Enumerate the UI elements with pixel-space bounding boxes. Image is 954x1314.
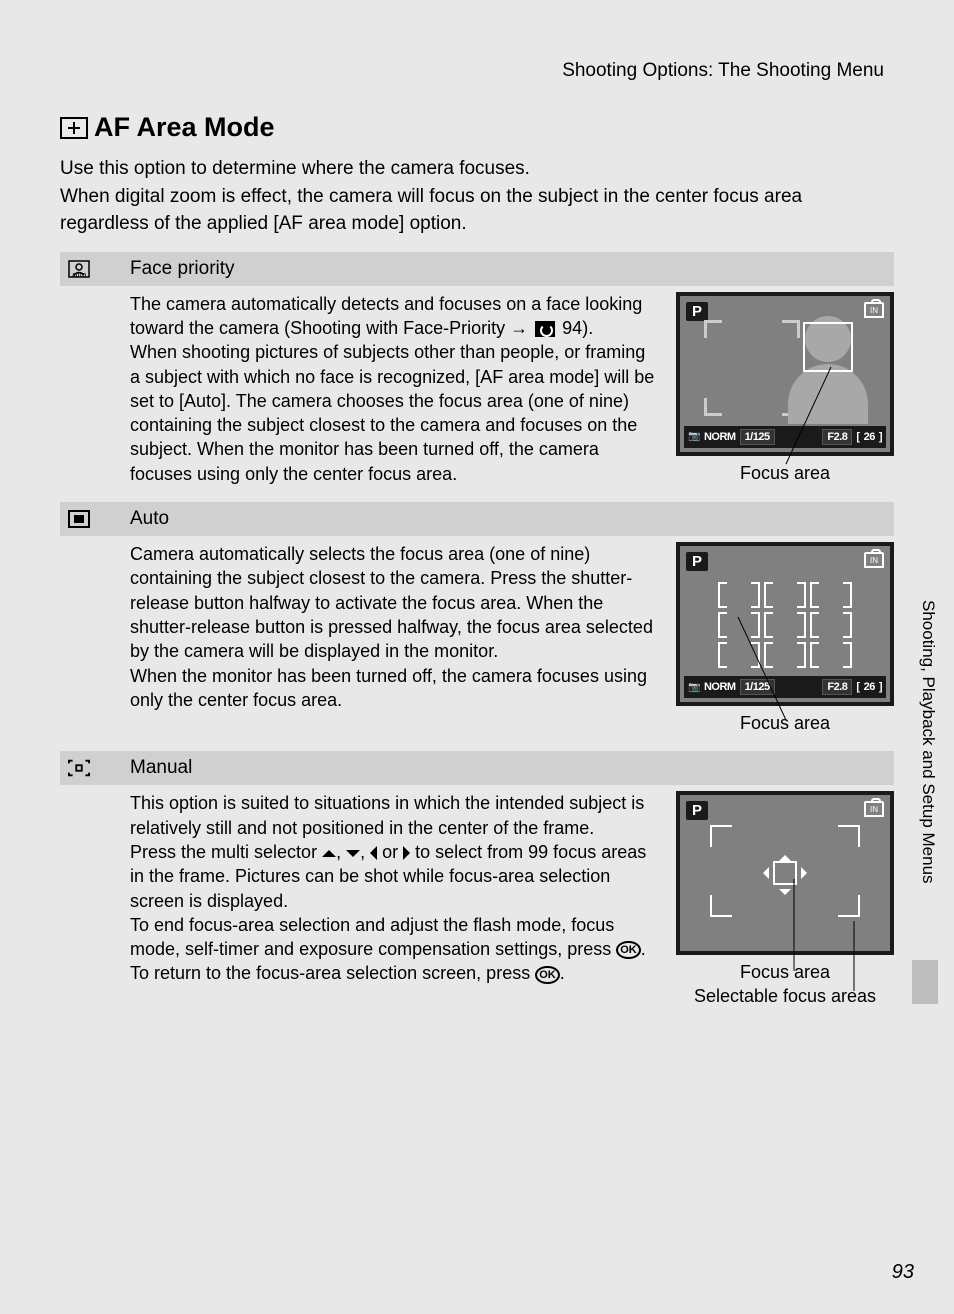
mode-row-face: AUTO Face priority <box>60 252 894 286</box>
shutter-value: 1/125 <box>740 679 775 695</box>
status-bar-auto: 📷 NORM 1/125 F2.8 [ 26 ] <box>684 676 886 698</box>
mode-body-auto: Camera automatically selects the focus a… <box>60 542 894 735</box>
af-area-icon <box>60 117 88 139</box>
count-value: 26 <box>864 681 875 693</box>
caption-manual: Focus area Selectable focus areas <box>676 961 894 1008</box>
mode-label-manual: Manual <box>130 757 192 779</box>
page-number: 93 <box>892 1261 914 1284</box>
breadcrumb-header: Shooting Options: The Shooting Menu <box>60 60 894 82</box>
page-title: AF Area Mode <box>60 112 894 143</box>
fstop-value: F2.8 <box>822 429 852 445</box>
ok-button-icon: OK <box>535 966 560 984</box>
manual-text-d: . <box>560 963 565 983</box>
large-focus-bracket <box>704 320 800 416</box>
fstop-value: F2.8 <box>822 679 852 695</box>
mode-p-badge: P <box>686 801 708 820</box>
ok-button-icon: OK <box>616 941 641 959</box>
intro-text: Use this option to determine where the c… <box>60 155 894 238</box>
mode-body-manual: This option is suited to situations in w… <box>60 791 894 1008</box>
mode-p-badge: P <box>686 302 708 321</box>
focus-selector <box>757 851 813 895</box>
mode-label-face: Face priority <box>130 258 235 280</box>
face-focus-bracket <box>803 322 853 372</box>
mode-body-face: The camera automatically detects and foc… <box>60 292 894 486</box>
norm-label: NORM <box>704 431 736 443</box>
in-badge: IN <box>864 801 884 817</box>
figure-auto: P IN 📷 NORM 1/125 F2.8 [ 26 ] <box>676 542 894 735</box>
mode-p-badge: P <box>686 552 708 571</box>
manual-icon <box>68 759 90 777</box>
mode-label-auto: Auto <box>130 508 169 530</box>
svg-text:AUTO: AUTO <box>72 273 86 278</box>
status-bar-face: 📷 NORM 1/125 F2.8 [ 26 ] <box>684 426 886 448</box>
caption-face: Focus area <box>676 462 894 485</box>
figure-manual: P IN Focus area Selectable focus areas <box>676 791 894 1008</box>
up-arrow-icon <box>322 850 336 857</box>
mode-text-manual: This option is suited to situations in w… <box>130 791 660 1008</box>
in-badge: IN <box>864 552 884 568</box>
screen-auto: P IN 📷 NORM 1/125 F2.8 [ 26 ] <box>676 542 894 706</box>
mode-row-auto: Auto <box>60 502 894 536</box>
figure-face: P IN 📷 NORM 1/125 F2.8 [ 26 <box>676 292 894 486</box>
norm-label: NORM <box>704 681 736 693</box>
title-text: AF Area Mode <box>94 112 275 143</box>
mode-row-manual: Manual <box>60 751 894 785</box>
down-arrow-icon <box>346 850 360 857</box>
screen-face: P IN 📷 NORM 1/125 F2.8 [ 26 <box>676 292 894 456</box>
side-tab-marker <box>912 960 938 1004</box>
screen-manual: P IN <box>676 791 894 955</box>
side-tab-label: Shooting, Playback and Setup Menus <box>918 600 938 940</box>
face-text-b: ). When shooting pictures of subjects ot… <box>130 318 654 484</box>
caption-auto: Focus area <box>676 712 894 735</box>
caption-selectable: Selectable focus areas <box>694 986 876 1006</box>
focus-grid <box>718 582 852 668</box>
caption-focus-area: Focus area <box>740 962 830 982</box>
mode-text-auto: Camera automatically selects the focus a… <box>130 542 660 735</box>
face-ref-page: 94 <box>562 318 582 338</box>
mode-text-face: The camera automatically detects and foc… <box>130 292 660 486</box>
face-priority-icon: AUTO <box>68 260 90 278</box>
shutter-value: 1/125 <box>740 429 775 445</box>
count-value: 26 <box>864 431 875 443</box>
auto-icon <box>68 510 90 528</box>
manual-ref-icon <box>535 321 555 337</box>
